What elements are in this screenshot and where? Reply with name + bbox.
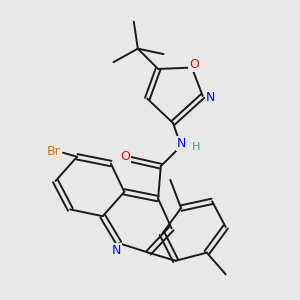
Text: H: H [192, 142, 200, 152]
Text: N: N [112, 244, 121, 257]
Text: O: O [189, 58, 199, 71]
Text: N: N [206, 91, 215, 104]
Text: O: O [120, 150, 130, 163]
Text: Br: Br [47, 145, 61, 158]
Text: N: N [177, 137, 186, 150]
